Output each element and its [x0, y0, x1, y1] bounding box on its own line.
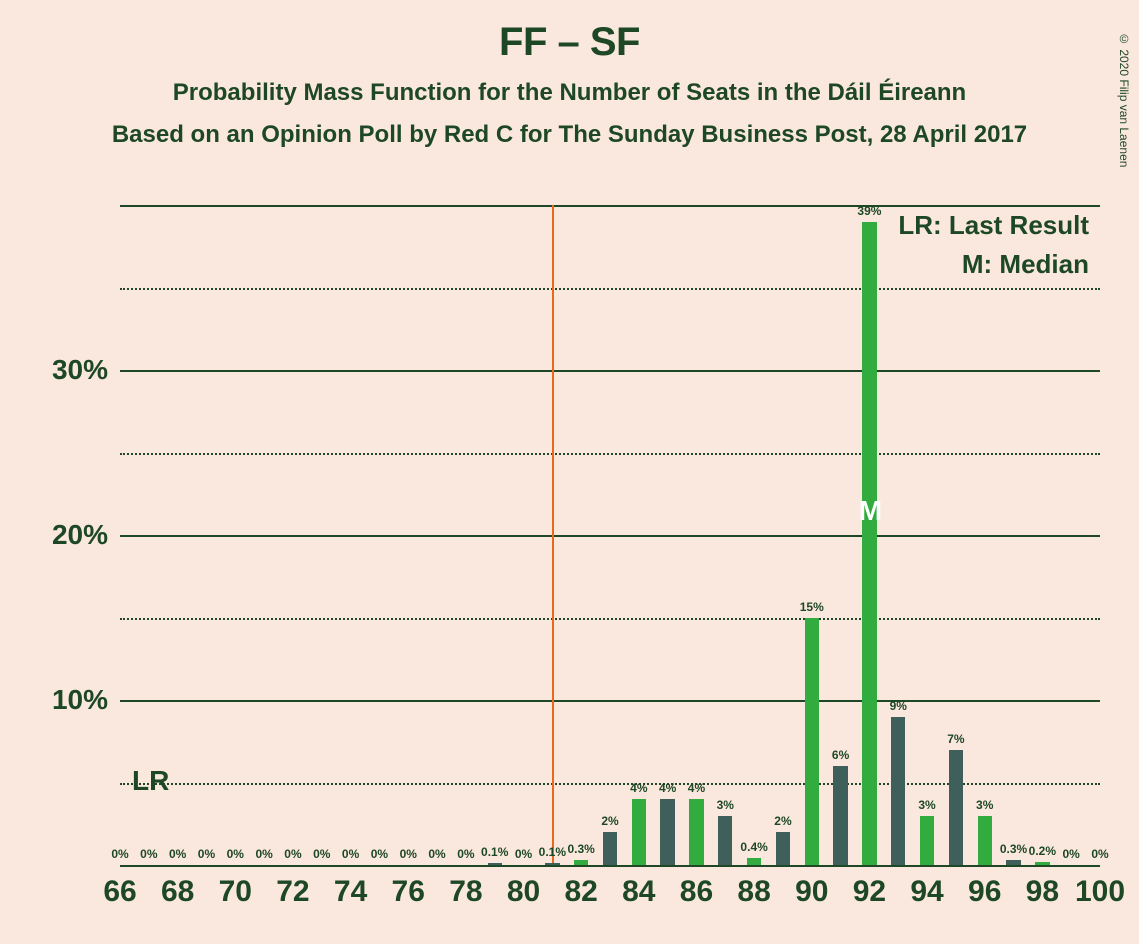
bar-value-label: 3%: [717, 798, 734, 812]
chart-subtitle-1: Probability Mass Function for the Number…: [0, 79, 1139, 107]
x-axis-tick: 96: [968, 875, 1001, 909]
x-axis-tick: 72: [276, 875, 309, 909]
x-axis-tick: 78: [449, 875, 482, 909]
x-axis-tick: 68: [161, 875, 194, 909]
bar: [891, 717, 905, 866]
bar-value-label: 0%: [371, 847, 388, 861]
bars-container: 0%0%0%0%0%0%0%0%0%0%0%0%0%0.1%0%0.1%0.3%…: [120, 205, 1100, 865]
x-axis-tick: 80: [507, 875, 540, 909]
bar: [574, 860, 588, 865]
x-axis-tick: 88: [737, 875, 770, 909]
bar-value-label: 0.1%: [481, 845, 508, 859]
bar: [1035, 862, 1049, 865]
credit-text: © 2020 Filip van Laenen: [1117, 32, 1131, 167]
bar: [833, 766, 847, 865]
x-axis-tick: 76: [392, 875, 425, 909]
bar-value-label: 0%: [255, 847, 272, 861]
bar-value-label: 0%: [313, 847, 330, 861]
x-axis-tick: 94: [910, 875, 943, 909]
baseline: [120, 865, 1100, 867]
bar-value-label: 6%: [832, 748, 849, 762]
bar-value-label: 0.3%: [1000, 842, 1027, 856]
bar-value-label: 0%: [457, 847, 474, 861]
bar-value-label: 7%: [947, 732, 964, 746]
x-axis-tick: 86: [680, 875, 713, 909]
bar-value-label: 3%: [976, 798, 993, 812]
bar: [718, 816, 732, 866]
bar-value-label: 0.2%: [1029, 844, 1056, 858]
bar-value-label: 2%: [774, 814, 791, 828]
bar-value-label: 0%: [342, 847, 359, 861]
bar-value-label: 0%: [111, 847, 128, 861]
bar-value-label: 15%: [800, 600, 824, 614]
bar-value-label: 0%: [515, 847, 532, 861]
x-axis-tick: 82: [564, 875, 597, 909]
bar-value-label: 0%: [140, 847, 157, 861]
bar: [978, 816, 992, 866]
bar: [747, 858, 761, 865]
bar: [689, 799, 703, 865]
y-axis-label: 30%: [52, 354, 108, 386]
bar: [488, 863, 502, 865]
bar: [1006, 860, 1020, 865]
bar-value-label: 0%: [284, 847, 301, 861]
x-axis: 6668707274767880828486889092949698100: [120, 875, 1100, 925]
bar-value-label: 0%: [428, 847, 445, 861]
bar-value-label: 0%: [1091, 847, 1108, 861]
bar-value-label: 0%: [169, 847, 186, 861]
bar: [776, 832, 790, 865]
chart-area: 10%20%30%LR 0%0%0%0%0%0%0%0%0%0%0%0%0%0.…: [120, 205, 1100, 865]
bar-value-label: 0.4%: [740, 840, 767, 854]
bar-value-label: 0%: [1063, 847, 1080, 861]
bar: [805, 618, 819, 866]
bar-value-label: 4%: [659, 781, 676, 795]
bar: [660, 799, 674, 865]
bar: [545, 863, 559, 865]
bar-value-label: 3%: [918, 798, 935, 812]
y-axis-label: 20%: [52, 519, 108, 551]
bar-value-label: 39%: [857, 204, 881, 218]
x-axis-tick: 74: [334, 875, 367, 909]
bar-value-label: 4%: [688, 781, 705, 795]
bar-value-label: 2%: [601, 814, 618, 828]
titles: FF – SF Probability Mass Function for th…: [0, 20, 1139, 149]
bar-value-label: 0.3%: [567, 842, 594, 856]
median-marker: M: [859, 495, 880, 527]
bar-value-label: 9%: [890, 699, 907, 713]
bar-value-label: 0%: [198, 847, 215, 861]
bar: [949, 750, 963, 866]
chart-title: FF – SF: [0, 20, 1139, 65]
x-axis-tick: 66: [103, 875, 136, 909]
bar: [632, 799, 646, 865]
x-axis-tick: 90: [795, 875, 828, 909]
bar-value-label: 0%: [227, 847, 244, 861]
x-axis-tick: 70: [219, 875, 252, 909]
x-axis-tick: 100: [1075, 875, 1125, 909]
bar-value-label: 0%: [400, 847, 417, 861]
chart-subtitle-2: Based on an Opinion Poll by Red C for Th…: [0, 121, 1139, 149]
bar: [920, 816, 934, 866]
bar-value-label: 0.1%: [539, 845, 566, 859]
bar-value-label: 4%: [630, 781, 647, 795]
bar: [603, 832, 617, 865]
x-axis-tick: 92: [853, 875, 886, 909]
x-axis-tick: 84: [622, 875, 655, 909]
bar: [862, 222, 876, 866]
x-axis-tick: 98: [1026, 875, 1059, 909]
y-axis-label: 10%: [52, 684, 108, 716]
